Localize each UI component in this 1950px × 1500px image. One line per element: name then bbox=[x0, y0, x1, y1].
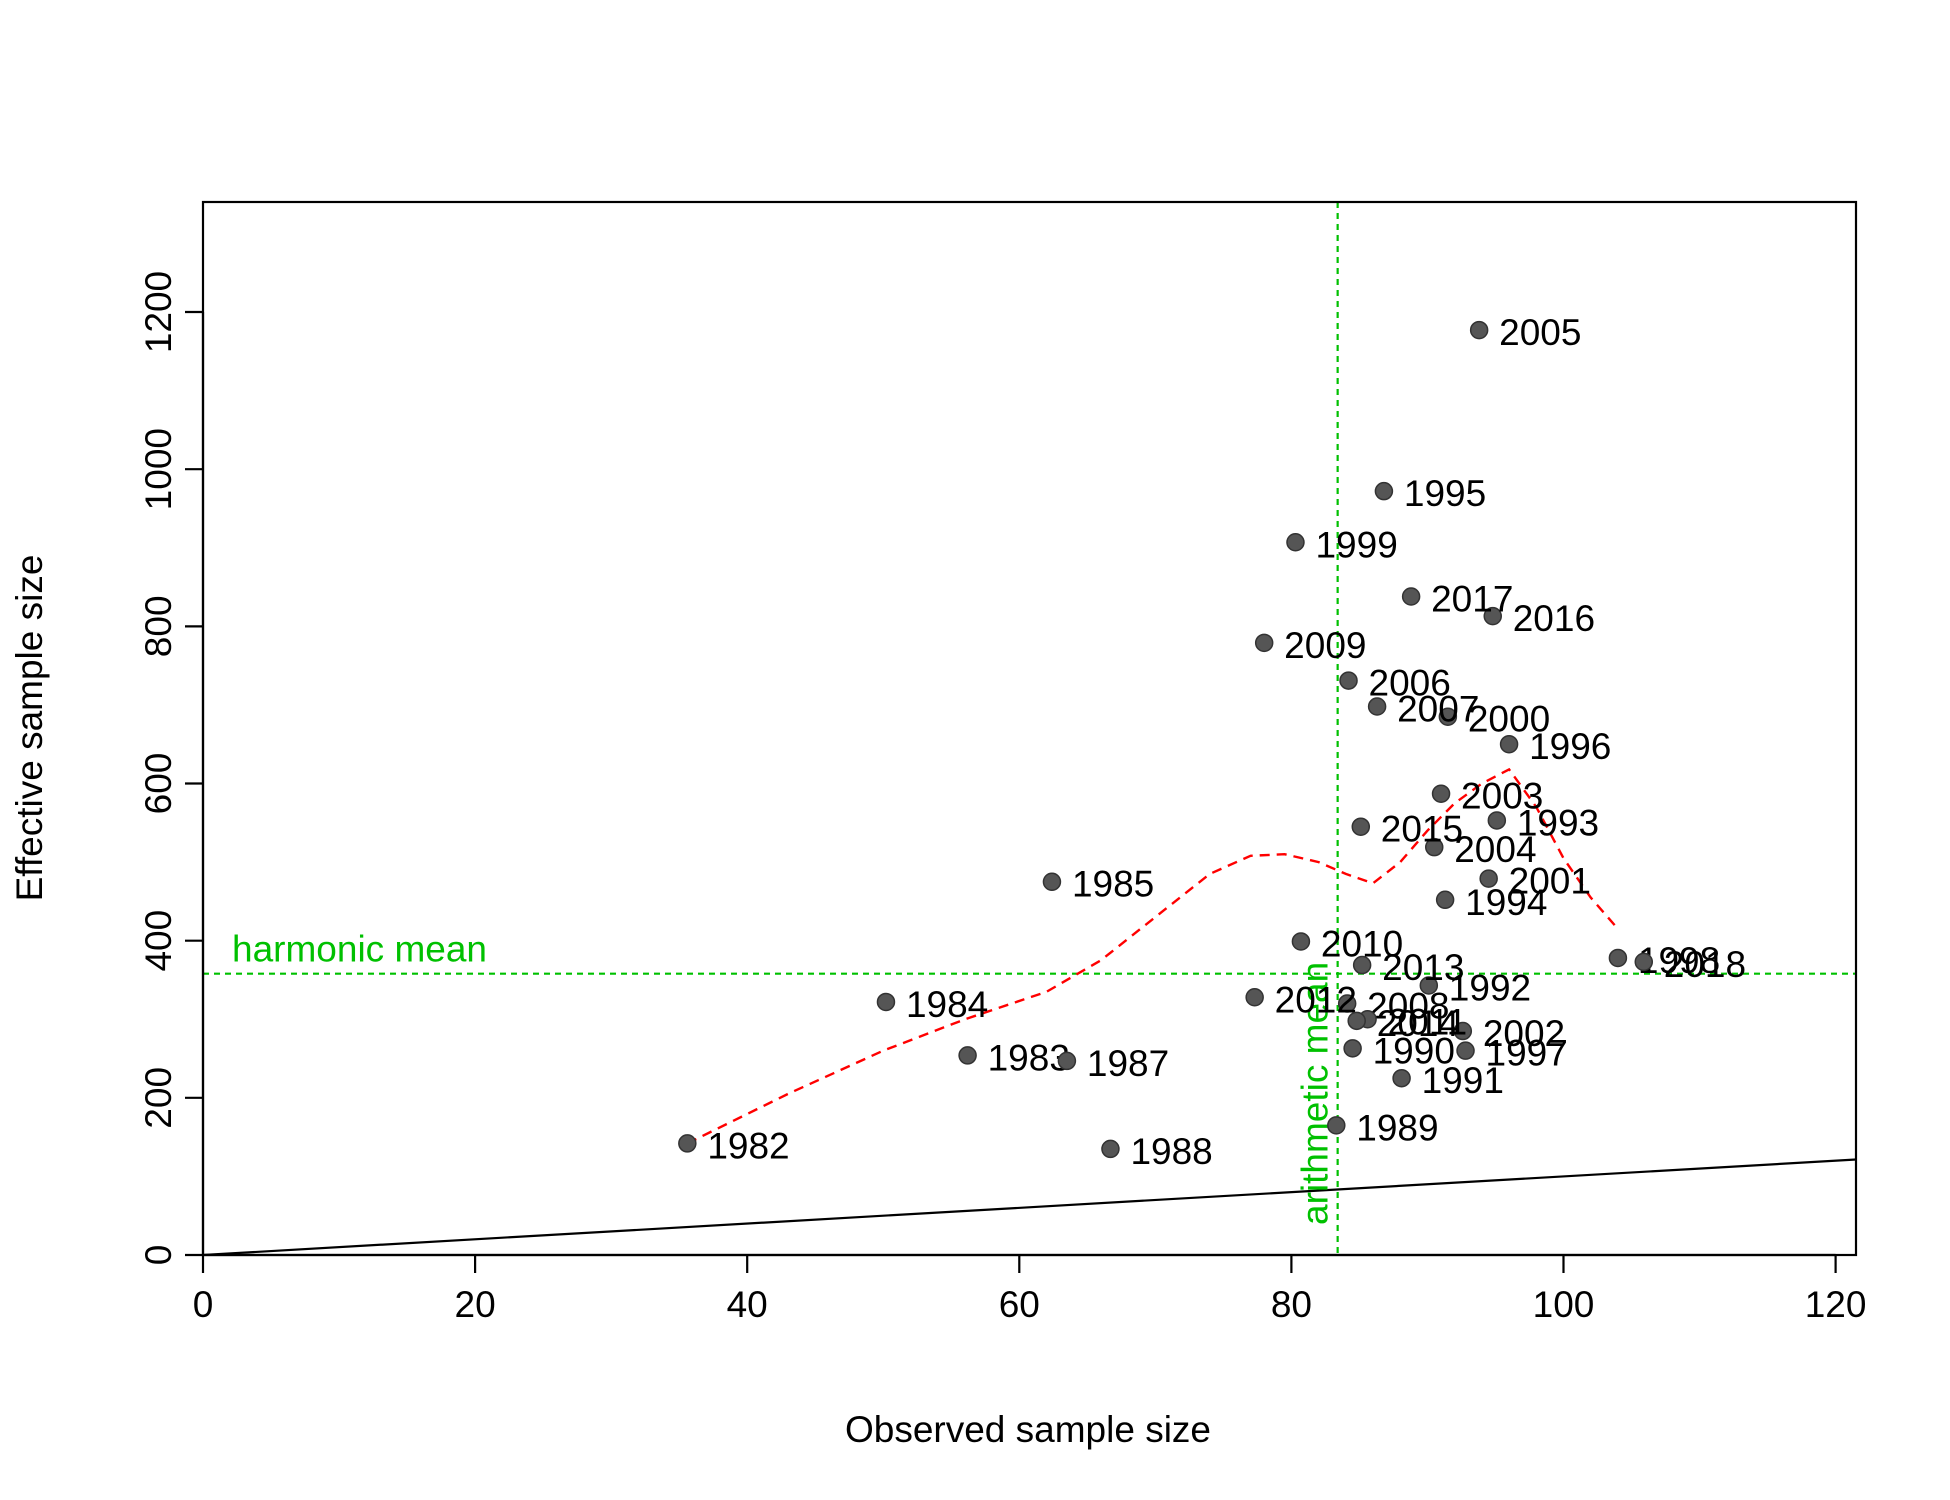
point-label: 2009 bbox=[1284, 625, 1366, 666]
data-point bbox=[1327, 1116, 1346, 1135]
point-label: 2012 bbox=[1275, 979, 1357, 1020]
x-tick-label: 100 bbox=[1533, 1284, 1595, 1325]
data-point bbox=[1634, 952, 1654, 972]
data-point bbox=[1487, 811, 1507, 830]
data-point bbox=[1351, 817, 1371, 836]
data-point bbox=[1608, 948, 1628, 968]
data-point bbox=[1337, 994, 1357, 1013]
point-label: 1989 bbox=[1356, 1107, 1438, 1148]
plot-layer: harmonic mean arithmetic mean bbox=[203, 202, 1856, 1255]
data-point bbox=[1419, 976, 1439, 995]
point-label: 1993 bbox=[1517, 802, 1599, 843]
point-label: 2001 bbox=[1509, 861, 1591, 902]
point-label: 2015 bbox=[1381, 809, 1463, 850]
point-label: 1982 bbox=[707, 1125, 789, 1166]
data-point bbox=[1435, 890, 1455, 910]
point-label: 2018 bbox=[1664, 944, 1746, 985]
point-label: 2002 bbox=[1483, 1013, 1565, 1054]
point-label: 1994 bbox=[1465, 882, 1547, 923]
data-point bbox=[1483, 606, 1502, 626]
data-point bbox=[876, 992, 896, 1012]
one-to-one-line bbox=[203, 1158, 1856, 1255]
point-label: 1983 bbox=[988, 1037, 1070, 1078]
point-label: 1984 bbox=[906, 984, 988, 1025]
y-tick-label: 600 bbox=[138, 753, 179, 815]
point-label: 1988 bbox=[1130, 1131, 1212, 1172]
point-label: 1995 bbox=[1404, 473, 1486, 514]
data-point bbox=[1438, 707, 1458, 726]
point-label: 1990 bbox=[1373, 1030, 1455, 1071]
point-label: 2004 bbox=[1454, 829, 1536, 870]
data-point bbox=[1101, 1139, 1120, 1159]
point-label: 1991 bbox=[1422, 1060, 1504, 1101]
data-point bbox=[958, 1046, 977, 1065]
data-point bbox=[1401, 587, 1421, 606]
data-point bbox=[1245, 988, 1264, 1007]
data-point bbox=[1431, 784, 1451, 803]
point-label: 1987 bbox=[1087, 1043, 1169, 1084]
data-point bbox=[1254, 633, 1274, 653]
data-point bbox=[1286, 533, 1305, 552]
y-tick-label: 800 bbox=[138, 595, 179, 657]
point-label: 1997 bbox=[1486, 1033, 1568, 1074]
point-label: 2005 bbox=[1499, 312, 1581, 353]
point-label: 1992 bbox=[1449, 967, 1531, 1008]
y-tick-label: 200 bbox=[138, 1067, 179, 1129]
smoother-line bbox=[686, 767, 1619, 1145]
data-point bbox=[1339, 671, 1358, 690]
point-label: 1996 bbox=[1529, 726, 1611, 767]
data-point bbox=[1453, 1021, 1473, 1041]
y-tick-label: 0 bbox=[138, 1245, 179, 1266]
data-point bbox=[1291, 932, 1311, 951]
point-label: 2007 bbox=[1397, 688, 1479, 729]
x-tick-label: 120 bbox=[1805, 1284, 1867, 1325]
x-tick-label: 20 bbox=[455, 1284, 496, 1325]
point-label: 1999 bbox=[1315, 524, 1397, 565]
point-label: 2013 bbox=[1382, 947, 1464, 988]
data-point bbox=[1057, 1051, 1077, 1071]
y-axis-title: Effective sample size bbox=[9, 555, 50, 902]
data-point bbox=[1469, 320, 1489, 340]
data-point bbox=[678, 1134, 697, 1153]
data-point bbox=[1479, 869, 1498, 888]
point-label: 1985 bbox=[1072, 864, 1154, 905]
point-label: 2017 bbox=[1431, 578, 1513, 619]
x-tick-label: 40 bbox=[727, 1284, 768, 1325]
point-label: 2000 bbox=[1468, 699, 1550, 740]
y-tick-label: 400 bbox=[138, 910, 179, 972]
x-tick-label: 0 bbox=[193, 1284, 214, 1325]
data-point bbox=[1424, 837, 1444, 857]
x-tick-label: 60 bbox=[999, 1284, 1040, 1325]
point-label: 2014 bbox=[1377, 1003, 1459, 1044]
data-point bbox=[1352, 955, 1372, 975]
point-label: 2003 bbox=[1461, 776, 1543, 817]
data-point bbox=[1392, 1068, 1411, 1088]
data-point bbox=[1367, 697, 1387, 716]
data-point bbox=[1374, 481, 1394, 501]
point-label: 2016 bbox=[1513, 598, 1595, 639]
y-tick-label: 1200 bbox=[138, 271, 179, 353]
x-tick-label: 80 bbox=[1271, 1284, 1312, 1325]
data-point bbox=[1499, 734, 1519, 754]
arithmetic-mean-label: arithmetic mean bbox=[1295, 962, 1336, 1225]
data-point bbox=[1343, 1039, 1362, 1058]
point-label: 2008 bbox=[1367, 986, 1449, 1027]
x-axis-title: Observed sample size bbox=[845, 1409, 1211, 1450]
data-point bbox=[1042, 872, 1062, 891]
point-label: 2006 bbox=[1369, 663, 1451, 704]
data-point bbox=[1347, 1011, 1366, 1031]
point-label: 2011 bbox=[1388, 1001, 1468, 1042]
harmonic-mean-label: harmonic mean bbox=[232, 929, 487, 970]
data-point bbox=[1456, 1041, 1475, 1060]
y-tick-label: 1000 bbox=[138, 428, 179, 510]
